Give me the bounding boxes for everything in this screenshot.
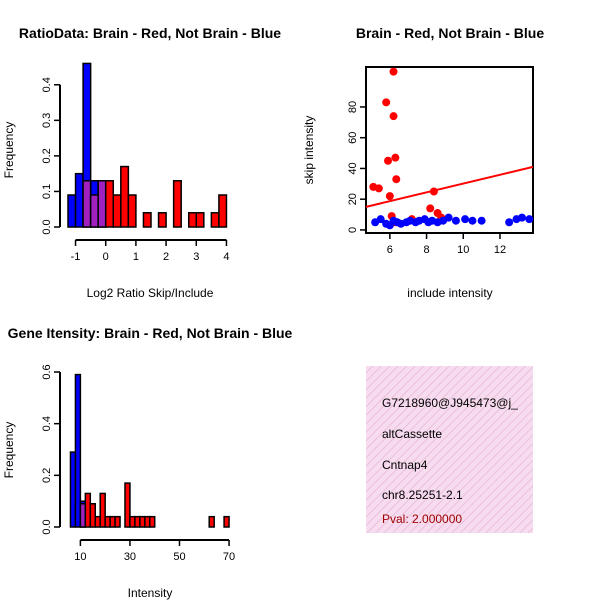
- bar-brain: [187, 212, 198, 228]
- point-not-brain: [376, 215, 385, 224]
- y-tick-label: 80: [347, 101, 359, 113]
- point-not-brain: [468, 216, 477, 225]
- bar-brain: [127, 194, 137, 228]
- x-tick-label: 50: [173, 551, 185, 563]
- intensity-title: Gene Itensity: Brain - Red, Not Brain - …: [8, 325, 293, 341]
- intensity-bars: [69, 373, 230, 528]
- intensity-axes: 10 30 50 70 0.0 0.2 0.4 0.6: [41, 364, 235, 563]
- scatter-xlabel: include intensity: [407, 286, 492, 300]
- info-event-id: G7218960@J945473@j_: [382, 396, 518, 410]
- bar-brain: [124, 482, 131, 528]
- y-tick-label: 0.1: [41, 184, 53, 199]
- bar-brain: [142, 212, 152, 228]
- point-not-brain: [505, 218, 514, 227]
- x-tick-label: 0: [103, 251, 109, 263]
- scatter-marks: [365, 67, 534, 230]
- bar-brain: [172, 180, 182, 228]
- y-tick-label: 60: [347, 132, 359, 144]
- point-brain: [384, 156, 393, 165]
- point-brain: [391, 153, 400, 162]
- y-tick-label: 40: [347, 162, 359, 174]
- bar-brain: [210, 212, 220, 228]
- y-tick-label: 0: [347, 227, 359, 233]
- y-tick-label: 0.0: [41, 219, 53, 234]
- bar-brain: [104, 180, 115, 228]
- ratio-bars: [67, 62, 228, 228]
- bar-brain: [120, 165, 130, 228]
- point-not-brain: [517, 213, 526, 222]
- info-location: chr8.25251-2.1: [382, 488, 463, 502]
- x-tick-label: 3: [193, 251, 199, 263]
- bar-not-brain: [74, 373, 82, 528]
- x-tick-label: 70: [223, 551, 235, 563]
- y-tick-label: 20: [347, 193, 359, 205]
- bar-brain: [223, 515, 230, 528]
- point-brain: [374, 184, 383, 193]
- y-tick-label: 0.0: [41, 519, 53, 534]
- bar-brain: [218, 194, 228, 228]
- y-tick-label: 0.2: [41, 148, 53, 163]
- x-tick-label: 10: [74, 551, 86, 563]
- info-panel: G7218960@J945473@j_ altCassette Cntnap4 …: [366, 366, 533, 533]
- x-tick-label: 1: [133, 251, 139, 263]
- x-tick-label: 30: [124, 551, 136, 563]
- scatter-panel: Brain - Red, Not Brain - Blue skip inten…: [302, 25, 544, 300]
- y-tick-label: 0.2: [41, 468, 53, 483]
- point-not-brain: [451, 216, 460, 225]
- x-tick-label: 8: [423, 244, 429, 256]
- bar-brain: [89, 503, 97, 528]
- y-tick-label: 0.3: [41, 113, 53, 128]
- ratio-title: RatioData: Brain - Red, Not Brain - Blue: [19, 25, 281, 41]
- point-brain: [426, 204, 435, 213]
- bar-brain: [195, 212, 205, 228]
- x-tick-label: 4: [223, 251, 229, 263]
- y-tick-label: 0.4: [41, 77, 53, 92]
- ratio-axes: -1 0 1 2 3 4 0.0 0.1 0.2 0.3 0.4: [41, 77, 230, 263]
- bar-brain: [97, 180, 107, 228]
- ratio-xlabel: Log2 Ratio Skip/Include: [87, 286, 214, 300]
- bar-brain: [157, 212, 167, 228]
- point-not-brain: [525, 215, 534, 224]
- info-gene: Cntnap4: [382, 458, 428, 472]
- x-tick-label: 6: [387, 244, 393, 256]
- info-event-type: altCassette: [382, 427, 442, 441]
- bar-brain: [149, 515, 156, 528]
- bar-brain: [82, 180, 92, 228]
- intensity-panel: Gene Itensity: Brain - Red, Not Brain - …: [2, 325, 293, 600]
- x-tick-label: 10: [457, 244, 469, 256]
- info-pval: Pval: 2.000000: [382, 512, 462, 526]
- bar-not-brain: [67, 194, 77, 228]
- scatter-axes: 6 8 10 12 0 20 40 60 80: [347, 101, 506, 256]
- point-not-brain: [444, 213, 453, 222]
- x-tick-label: -1: [71, 251, 81, 263]
- bar-brain: [208, 515, 215, 528]
- point-brain: [385, 192, 394, 201]
- intensity-ylabel: Frequency: [2, 422, 16, 479]
- ratio-panel: RatioData: Brain - Red, Not Brain - Blue…: [2, 25, 281, 300]
- y-tick-label: 0.4: [41, 416, 53, 431]
- x-tick-label: 2: [163, 251, 169, 263]
- scatter-title: Brain - Red, Not Brain - Blue: [356, 25, 544, 41]
- ratio-ylabel: Frequency: [2, 122, 16, 179]
- point-not-brain: [477, 216, 486, 225]
- intensity-xlabel: Intensity: [128, 586, 173, 600]
- scatter-frame: [365, 66, 534, 234]
- info-hatch: [366, 366, 533, 533]
- scatter-ylabel: skip intensity: [302, 116, 316, 185]
- point-not-brain: [461, 215, 470, 224]
- bar-brain: [89, 194, 99, 228]
- x-tick-label: 12: [494, 244, 506, 256]
- point-brain: [392, 175, 401, 184]
- point-brain: [382, 98, 391, 107]
- point-brain: [389, 112, 398, 121]
- bar-brain: [99, 492, 106, 528]
- fit-line: [365, 165, 534, 208]
- bar-brain: [114, 515, 121, 528]
- point-brain: [389, 67, 398, 76]
- bar-not-brain: [74, 172, 84, 228]
- bar-brain: [112, 194, 122, 228]
- y-tick-label: 0.6: [41, 364, 53, 379]
